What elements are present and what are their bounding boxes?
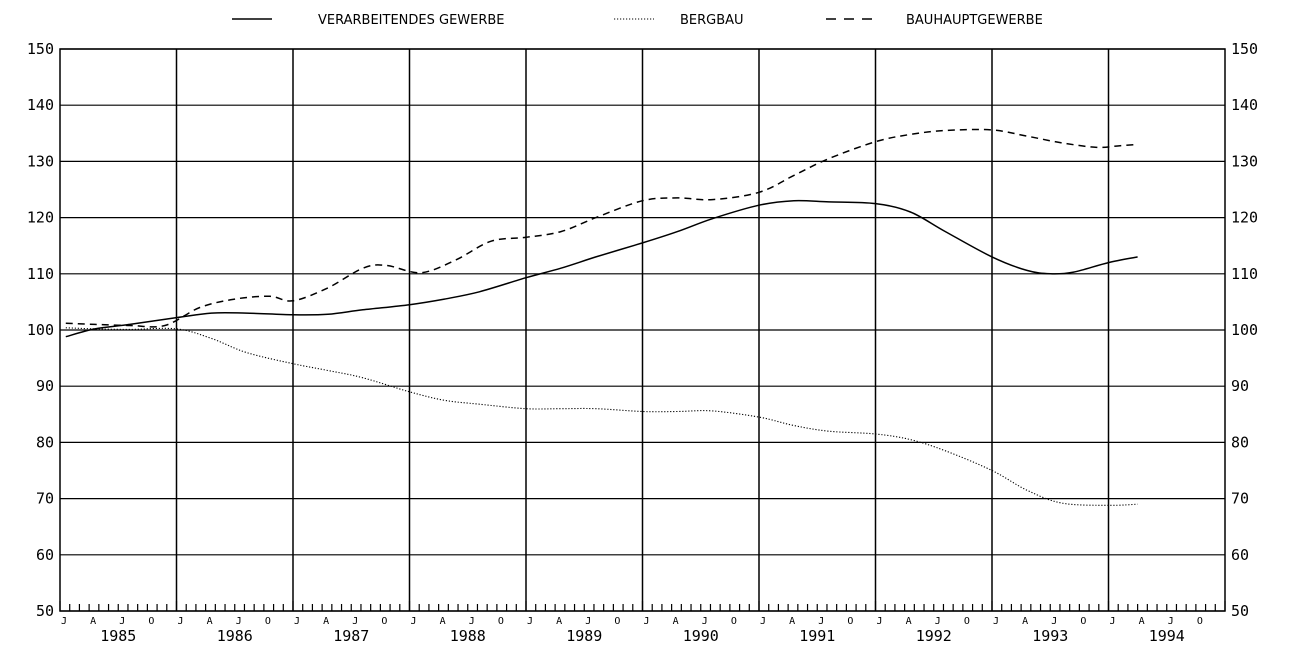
x-quarter-label: A (673, 616, 679, 627)
x-quarter-label: J (993, 616, 999, 627)
x-year-label: 1989 (566, 627, 602, 645)
y-tick-label-left: 50 (36, 602, 54, 620)
x-quarter-label: J (294, 616, 300, 627)
y-tick-label-right: 60 (1231, 546, 1249, 564)
x-quarter-label: O (498, 616, 504, 627)
x-quarter-label: J (935, 616, 941, 627)
y-tick-label-left: 140 (27, 96, 54, 114)
y-tick-label-right: 80 (1231, 433, 1249, 451)
x-year-label: 1988 (450, 627, 486, 645)
y-tick-label-left: 150 (27, 40, 54, 58)
y-tick-label-left: 90 (36, 377, 54, 395)
series-line-verarbeitendes-gewerbe (65, 199, 1138, 338)
x-quarter-label: J (1051, 616, 1057, 627)
y-tick-label-left: 100 (27, 321, 54, 339)
x-year-label: 1992 (916, 627, 952, 645)
x-year-label: 1987 (333, 627, 369, 645)
x-year-label: 1993 (1032, 627, 1068, 645)
gridlines (60, 48, 1225, 612)
x-quarter-label: A (323, 616, 329, 627)
x-quarter-label: O (1197, 616, 1203, 627)
x-year-label: 1985 (100, 627, 136, 645)
y-tick-label-left: 120 (27, 209, 54, 227)
x-quarter-label: O (964, 616, 970, 627)
legend-label-verarbeitendes-gewerbe: VERARBEITENDES GEWERBE (318, 13, 505, 28)
x-quarter-label: A (1139, 616, 1145, 627)
x-quarter-label: A (440, 616, 446, 627)
x-quarter-label: A (1022, 616, 1028, 627)
y-tick-label-right: 130 (1231, 152, 1258, 170)
x-quarter-label: A (207, 616, 213, 627)
y-tick-label-right: 110 (1231, 265, 1258, 283)
x-quarter-label: O (614, 616, 620, 627)
y-tick-label-right: 90 (1231, 377, 1249, 395)
x-year-label: 1991 (799, 627, 835, 645)
x-year-label: 1990 (683, 627, 719, 645)
x-quarter-label: J (585, 616, 591, 627)
x-quarter-label: O (148, 616, 154, 627)
x-quarter-label: J (61, 616, 67, 627)
x-quarter-label: O (381, 616, 387, 627)
y-tick-label-right: 70 (1231, 490, 1249, 508)
y-tick-label-right: 150 (1231, 40, 1258, 58)
x-quarter-label: J (236, 616, 242, 627)
y-tick-label-right: 140 (1231, 96, 1258, 114)
x-quarter-label: J (119, 616, 125, 627)
x-quarter-label: J (352, 616, 358, 627)
x-quarter-label: J (702, 616, 708, 627)
x-quarter-label: J (760, 616, 766, 627)
x-year-label: 1994 (1149, 627, 1185, 645)
x-quarter-label: J (469, 616, 475, 627)
y-tick-label-right: 50 (1231, 602, 1249, 620)
x-quarter-label: J (177, 616, 183, 627)
legend-label-bauhauptgewerbe: BAUHAUPTGEWERBE (906, 13, 1043, 28)
x-quarter-label: A (556, 616, 562, 627)
y-axis-right: 50 60 70 80 90 100 110 120 130 140 150 (1231, 40, 1258, 620)
x-quarter-label: A (789, 616, 795, 627)
y-tick-label-left: 70 (36, 490, 54, 508)
series-lines (65, 128, 1138, 506)
x-quarter-label: J (876, 616, 882, 627)
plot-frame (59, 48, 1226, 612)
x-quarter-label: O (265, 616, 271, 627)
y-tick-label-left: 80 (36, 433, 54, 451)
x-quarter-label: A (90, 616, 96, 627)
series-line-bauhauptgewerbe (65, 128, 1138, 328)
x-quarter-label: O (1080, 616, 1086, 627)
x-quarter-label: A (906, 616, 912, 627)
x-quarter-label: J (1168, 616, 1174, 627)
y-axis-left: 50 60 70 80 90 100 110 120 130 140 150 (27, 40, 54, 620)
y-tick-label-left: 130 (27, 152, 54, 170)
x-quarter-label: O (731, 616, 737, 627)
x-quarter-label: J (1109, 616, 1115, 627)
x-quarter-label: J (643, 616, 649, 627)
x-year-label: 1986 (217, 627, 253, 645)
y-tick-label-right: 120 (1231, 209, 1258, 227)
y-tick-label-right: 100 (1231, 321, 1258, 339)
legend-label-bergbau: BERGBAU (680, 13, 744, 28)
y-tick-label-left: 110 (27, 265, 54, 283)
x-quarter-label: J (818, 616, 824, 627)
y-tick-label-left: 60 (36, 546, 54, 564)
x-quarter-label: J (410, 616, 416, 627)
x-quarter-label: O (847, 616, 853, 627)
x-quarter-label: J (527, 616, 533, 627)
legend: VERARBEITENDES GEWERBE BERGBAU BAUHAUPTGEW… (232, 13, 1043, 28)
series-line-bergbau (65, 327, 1138, 506)
